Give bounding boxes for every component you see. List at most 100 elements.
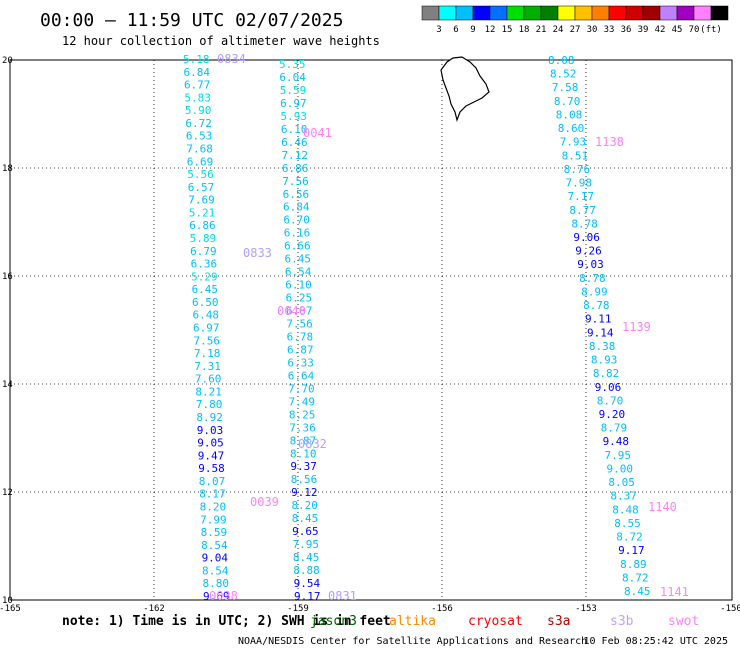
wave-height-value: 9.69 — [203, 590, 230, 603]
legend-label: 39 — [638, 25, 649, 35]
y-tick-label: 18 — [2, 164, 13, 174]
wave-height-value: 7.98 — [566, 177, 593, 190]
x-axis-labels: -165 -162 -159 -156 -153 -150 — [0, 604, 740, 614]
wave-height-value: 6.48 — [193, 309, 220, 322]
y-tick-label: 10 — [2, 596, 13, 606]
legend-swatch — [455, 5, 474, 21]
satellite-name: cryosat — [468, 614, 523, 629]
wave-height-value: 6.53 — [186, 130, 213, 143]
pass-time-label: 0831 — [328, 589, 357, 603]
pass-time-label: 1138 — [595, 135, 624, 149]
x-tick-label: -153 — [575, 604, 597, 614]
map-subtitle: 12 hour collection of altimeter wave hei… — [62, 34, 380, 48]
x-tick-label: -156 — [431, 604, 453, 614]
wave-height-value: 5.29 — [191, 270, 218, 283]
legend-swatch — [591, 5, 610, 21]
wave-height-value: 8.70 — [554, 95, 581, 108]
wave-height-value: 8.54 — [201, 539, 228, 552]
pass-time-label: 0832 — [298, 437, 327, 451]
legend-label: 12 — [485, 25, 496, 35]
wave-height-value: 9.06 — [573, 231, 600, 244]
x-tick-label: -159 — [287, 604, 309, 614]
wave-height-value: 7.17 — [567, 190, 594, 203]
wave-height-value: 6.66 — [284, 240, 311, 253]
wave-height-value: 7.80 — [196, 398, 223, 411]
wave-height-value: 9.37 — [290, 460, 317, 473]
y-tick-label: 16 — [2, 272, 13, 282]
wave-height-value: 8.08 — [556, 108, 583, 121]
wave-height-value: 8.72 — [622, 571, 649, 584]
wave-height-value: 7.12 — [282, 149, 309, 162]
wave-height-value: 6.84 — [283, 201, 310, 214]
wave-height-value: 9.04 — [202, 552, 229, 565]
legend-label: 6 — [453, 25, 458, 35]
legend-label: 33 — [604, 25, 615, 35]
legend-swatch — [625, 5, 644, 21]
legend-swatch — [693, 5, 712, 21]
legend-swatch — [642, 5, 661, 21]
wave-height-value: 9.17 — [294, 590, 321, 603]
legend-swatch — [574, 5, 593, 21]
wave-height-value: 9.26 — [575, 245, 602, 258]
wave-height-value: 7.99 — [200, 513, 227, 526]
pass-time-label: 1140 — [648, 500, 677, 514]
wave-height-value: 9.14 — [587, 326, 614, 339]
color-legend: 3 6 9 12 15 18 21 24 27 30 33 36 39 42 45 70 (ft) — [421, 5, 729, 35]
wave-height-value: 8.88 — [293, 564, 320, 577]
wave-height-value: 8.78 — [579, 272, 606, 285]
wave-height-value: 8.79 — [601, 422, 628, 435]
wave-height-value: 8.08 — [548, 54, 575, 67]
wave-height-value: 7.70 — [288, 382, 315, 395]
legend-label: 42 — [655, 25, 666, 35]
wave-height-value: 6.72 — [185, 117, 212, 130]
wave-height-value: 8.56 — [291, 473, 318, 486]
wave-height-value: 6.97 — [193, 322, 220, 335]
altimeter-track-a: 5.186.846.775.835.906.726.537.686.695.56… — [183, 53, 230, 603]
wave-height-value: 8.38 — [589, 340, 616, 353]
wave-height-value: 9.12 — [291, 486, 318, 499]
altimeter-track-b: 5.356.045.596.975.936.106.467.126.867.56… — [279, 58, 321, 603]
wave-height-value: 9.03 — [197, 424, 224, 437]
wave-height-value: 8.72 — [616, 531, 643, 544]
wave-height-value: 6.69 — [187, 155, 214, 168]
satellite-legend: jason3 altika cryosat s3a s3b swot — [310, 614, 699, 629]
legend-label: 70 — [689, 25, 700, 35]
wave-height-value: 9.54 — [294, 577, 321, 590]
wave-height-value: 7.56 — [286, 318, 313, 331]
x-tick-label: -150 — [720, 604, 740, 614]
wave-height-value: 5.59 — [280, 84, 307, 97]
legend-label: 21 — [536, 25, 547, 35]
pass-time-label: 0039 — [250, 495, 279, 509]
legend-label: 18 — [519, 25, 530, 35]
grid-lines — [10, 60, 731, 600]
pass-time-label: 1141 — [660, 585, 689, 599]
plot-frame — [9, 59, 733, 601]
wave-height-value: 8.45 — [624, 585, 651, 598]
legend-swatch — [710, 5, 729, 21]
legend-swatch — [659, 5, 678, 21]
y-tick-label: 12 — [2, 488, 13, 498]
y-tick-label: 14 — [2, 380, 13, 390]
wave-height-value: 7.36 — [289, 421, 316, 434]
wave-height-value: 8.54 — [202, 564, 229, 577]
wave-height-value: 6.57 — [188, 181, 215, 194]
wave-height-value: 8.05 — [608, 476, 635, 489]
footer-timestamp: 10 Feb 08:25:42 UTC 2025 — [584, 636, 729, 647]
wave-height-value: 8.20 — [200, 501, 227, 514]
wave-height-value: 8.87 — [290, 434, 317, 447]
legend-swatch — [676, 5, 695, 21]
wave-height-value: 8.78 — [583, 299, 610, 312]
wave-height-value: 7.58 — [552, 81, 579, 94]
wave-height-value: 8.78 — [571, 217, 598, 230]
legend-label: 24 — [553, 25, 564, 35]
wave-height-value: 6.16 — [284, 227, 311, 240]
wave-height-value: 5.35 — [279, 58, 306, 71]
wave-height-value: 8.59 — [201, 526, 228, 539]
wave-height-value: 5.89 — [190, 232, 217, 245]
legend-label: 30 — [587, 25, 598, 35]
wave-height-value: 8.07 — [199, 475, 226, 488]
wave-height-value: 6.87 — [287, 343, 314, 356]
pass-time-label: 1139 — [622, 320, 651, 334]
wave-height-value: 8.10 — [290, 447, 317, 460]
